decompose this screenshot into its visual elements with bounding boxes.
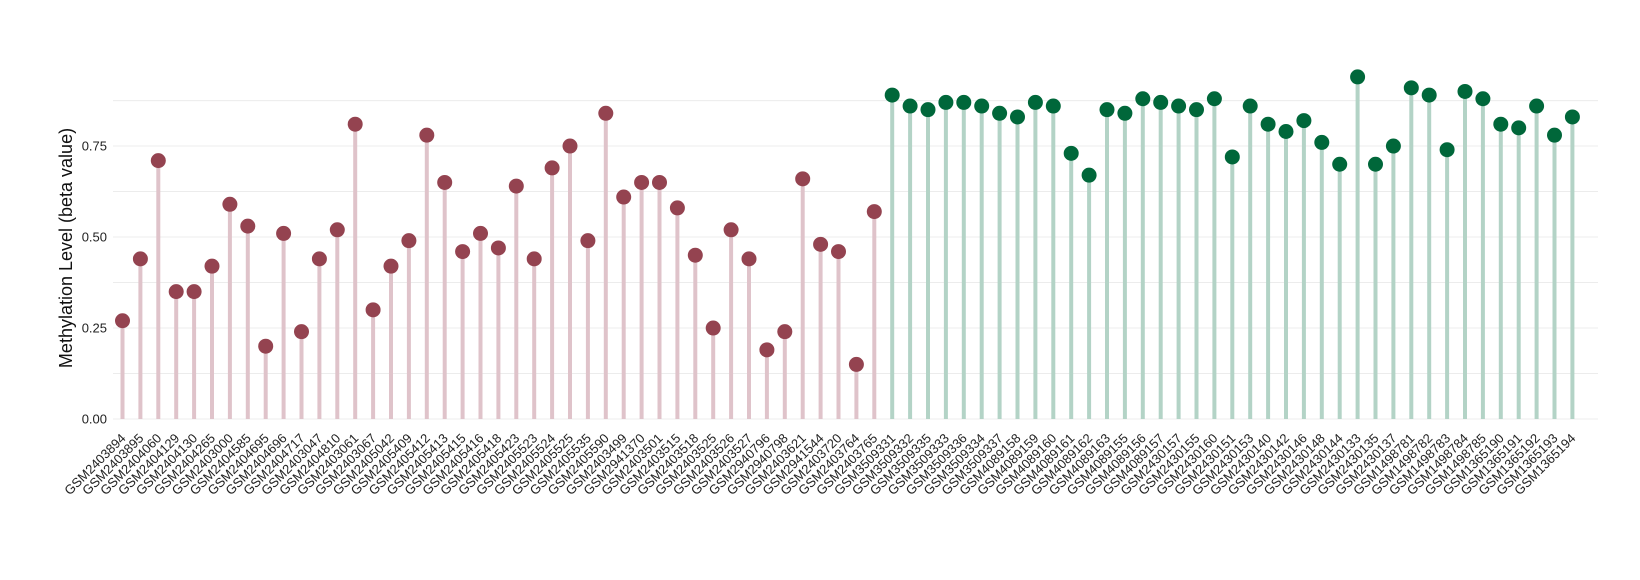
data-point xyxy=(150,153,166,169)
grid-lines xyxy=(113,100,1598,420)
data-point xyxy=(580,233,596,249)
data-point xyxy=(813,236,829,252)
y-axis: 0.00 0.25 0.50 0.75 xyxy=(82,139,107,427)
data-point xyxy=(544,160,560,176)
data-point xyxy=(222,196,238,212)
data-point xyxy=(204,258,220,274)
data-point xyxy=(956,94,972,110)
data-point xyxy=(1278,124,1294,140)
data-point xyxy=(795,171,811,187)
data-point xyxy=(1296,113,1312,129)
data-point xyxy=(759,342,775,358)
data-point xyxy=(1385,138,1401,154)
data-point xyxy=(365,302,381,318)
data-point xyxy=(777,324,793,340)
y-tick-label: 0.25 xyxy=(82,321,107,336)
data-point xyxy=(186,284,202,300)
data-point xyxy=(831,244,846,260)
data-point xyxy=(1457,83,1473,99)
data-point xyxy=(168,284,184,300)
data-point xyxy=(1439,142,1455,158)
data-point xyxy=(455,244,471,260)
data-point xyxy=(1242,98,1258,114)
data-point xyxy=(508,178,524,194)
x-axis: GSM2403894GSM2403895GSM2404060GSM2404129… xyxy=(61,431,1578,498)
data-point xyxy=(616,189,632,205)
data-point xyxy=(687,247,703,263)
data-point xyxy=(598,105,614,121)
data-point xyxy=(419,127,435,143)
data-point xyxy=(1350,69,1366,85)
lollipop-points xyxy=(115,69,1580,372)
data-point xyxy=(705,320,721,336)
data-point xyxy=(1529,98,1545,114)
data-point xyxy=(634,174,650,190)
data-point xyxy=(1099,102,1115,118)
data-point xyxy=(1314,134,1330,150)
data-point xyxy=(938,94,954,110)
data-point xyxy=(1153,94,1169,110)
y-axis-title: Methylation Level (beta value) xyxy=(56,128,76,368)
data-point xyxy=(920,102,936,118)
data-point xyxy=(1511,120,1527,136)
data-point xyxy=(1171,98,1187,114)
data-point xyxy=(652,174,667,190)
lollipop-stems xyxy=(120,76,1575,419)
data-point xyxy=(741,251,757,267)
data-point xyxy=(884,87,900,103)
data-point xyxy=(1493,116,1509,132)
data-point xyxy=(1475,91,1491,107)
y-tick-label: 0.00 xyxy=(82,412,107,427)
data-point xyxy=(992,105,1008,121)
data-point xyxy=(258,338,274,354)
data-point xyxy=(1135,91,1151,107)
data-point xyxy=(473,225,488,241)
data-point xyxy=(311,251,327,267)
data-point xyxy=(526,251,542,267)
data-point xyxy=(329,222,345,238)
data-point xyxy=(902,98,918,114)
data-point xyxy=(347,116,363,132)
data-point xyxy=(1421,87,1437,103)
data-point xyxy=(1547,127,1562,143)
data-point xyxy=(1010,109,1025,125)
data-point xyxy=(401,233,417,249)
data-point xyxy=(1564,109,1580,125)
data-point xyxy=(437,174,453,190)
data-point xyxy=(1403,80,1419,96)
data-point xyxy=(115,313,130,329)
data-point xyxy=(1206,91,1222,107)
data-point xyxy=(490,240,506,256)
data-point xyxy=(1332,156,1348,172)
data-point xyxy=(276,225,292,241)
data-point xyxy=(669,200,685,216)
data-point xyxy=(1117,105,1133,121)
data-point xyxy=(866,204,882,220)
data-point xyxy=(1260,116,1276,132)
data-point xyxy=(1045,98,1061,114)
data-point xyxy=(1081,167,1097,183)
y-tick-label: 0.50 xyxy=(82,230,107,245)
data-point xyxy=(974,98,990,114)
y-tick-label: 0.75 xyxy=(82,139,107,154)
data-point xyxy=(1189,102,1204,118)
data-point xyxy=(1027,94,1043,110)
data-point xyxy=(383,258,399,274)
data-point xyxy=(1063,145,1079,161)
data-point xyxy=(723,222,739,238)
data-point xyxy=(294,324,309,340)
data-point xyxy=(132,251,148,267)
data-point xyxy=(562,138,578,154)
data-point xyxy=(240,218,256,234)
data-point xyxy=(848,356,864,372)
data-point xyxy=(1368,156,1383,172)
data-point xyxy=(1224,149,1240,165)
